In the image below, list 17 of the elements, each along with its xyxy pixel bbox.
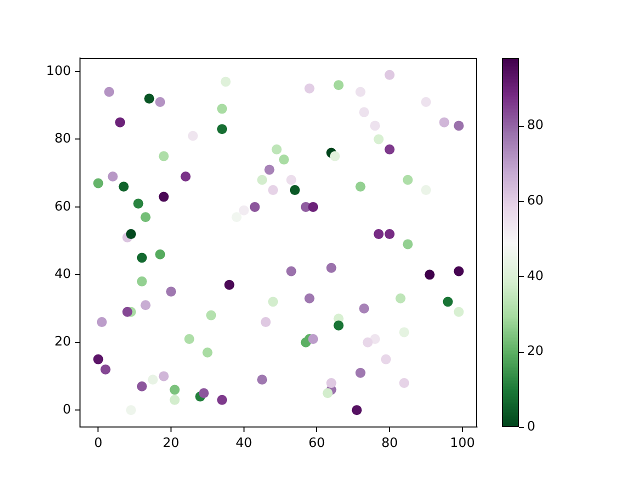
x-tick-label: 100 (450, 436, 475, 452)
x-tick-label: 0 (94, 436, 102, 452)
color-bar-label: 0 (527, 419, 536, 434)
color-bar-label: 60 (527, 193, 544, 208)
y-tick-label: 60 (54, 199, 71, 214)
color-bar-label: 20 (527, 344, 544, 360)
y-tick-label: 0 (62, 402, 71, 418)
x-tick-label: 80 (381, 436, 398, 452)
y-tick-label: 80 (54, 132, 71, 147)
color-bar-label: 80 (527, 118, 544, 134)
x-tick-label: 40 (236, 436, 252, 452)
y-tick-label: 40 (54, 267, 71, 282)
y-tick-label: 20 (54, 334, 71, 350)
x-tick-label: 20 (162, 436, 180, 452)
x-tick-label: 60 (308, 436, 326, 452)
color-bar-label: 40 (527, 268, 544, 284)
y-tick-label: 100 (46, 64, 71, 79)
